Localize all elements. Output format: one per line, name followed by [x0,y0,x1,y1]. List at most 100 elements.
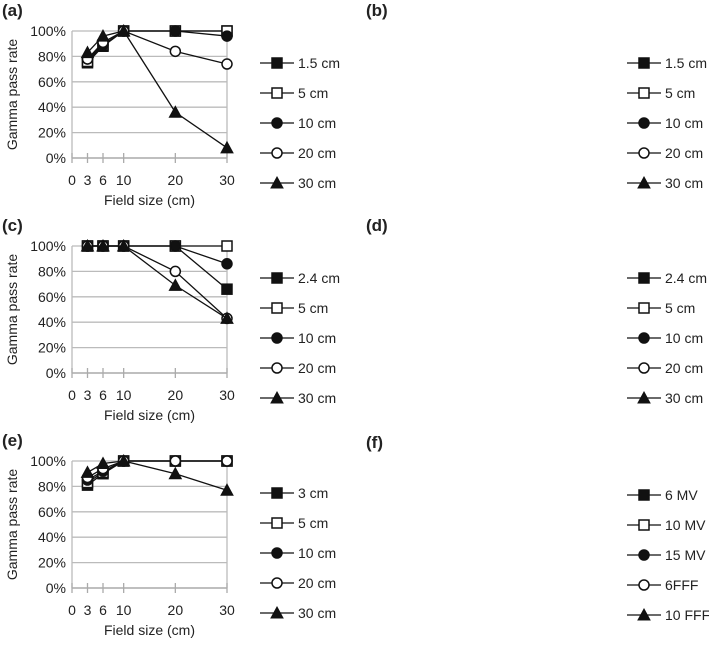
legend-entry: 15 MV [627,547,706,563]
legend-label: 20 cm [665,360,703,376]
x-axis-label: Field size (cm) [104,192,195,208]
x-tick-label: 6 [99,172,107,188]
legend-entry: 20 cm [627,360,703,376]
data-point [221,58,233,70]
legend-label: 10 cm [298,115,336,131]
legend-label: 10 cm [665,115,703,131]
series-20-cm [81,240,233,325]
legend-label: 6FFF [665,577,698,593]
legend-marker [638,549,650,561]
legend-label: 5 cm [665,85,695,101]
x-tick-label: 0 [68,387,76,403]
legend-marker [271,117,283,129]
legend-label: 30 cm [665,175,703,191]
data-point [221,455,233,467]
legend-label: 3 cm [298,485,328,501]
data-point [220,311,234,324]
data-point [220,140,234,154]
legend-entry: 2.4 cm [627,270,707,286]
series-30-cm [80,453,234,496]
legend-marker [270,390,284,404]
x-tick-label: 6 [99,387,107,403]
data-point [116,238,131,252]
series-30-cm [80,238,234,324]
legend-entry: 30 cm [260,175,336,191]
legend-marker [271,332,283,344]
y-tick-label: 60% [38,289,66,305]
legend-label: 20 cm [298,145,336,161]
x-tick-label: 0 [68,602,76,618]
data-point [116,453,131,467]
legend-marker [270,605,284,619]
y-tick-label: 80% [38,48,66,64]
y-axis-label: Gamma pass rate [4,254,20,365]
x-tick-label: 20 [168,602,184,618]
chart-panel: (a) 0% 20% 40% 60% 80% 100% 0 3 6 10 20 30 Field size… [2,1,340,208]
x-tick-label: 10 [116,387,132,403]
legend-entry: 5 cm [627,300,695,316]
data-point [96,29,110,42]
legend-label: 10 cm [298,545,336,561]
legend-marker [638,362,650,374]
legend-marker [637,390,651,404]
legend-marker [638,519,650,531]
panel-label: (d) [366,216,388,235]
y-tick-label: 20% [38,555,66,571]
chart-panel: (e) 0% 20% 40% 60% 80% 100% 0 3 6 10 20 30 Field size… [2,431,336,638]
legend-label: 30 cm [298,605,336,621]
legend-marker [271,57,283,69]
panel-label: (e) [2,431,23,450]
data-point [80,465,95,478]
data-point [80,45,95,59]
x-tick-label: 10 [116,602,132,618]
series-20-cm [81,25,233,70]
data-point [221,30,233,42]
legend-marker [638,332,650,344]
panel-label: (f) [366,433,383,452]
legend-marker [638,57,650,69]
y-tick-label: 20% [38,340,66,356]
legend-entry: 20 cm [260,360,336,376]
legend-marker [638,579,650,591]
legend-entry: 20 cm [627,145,703,161]
data-point [169,240,182,252]
legend-label: 1.5 cm [298,55,340,71]
legend-entry: 5 cm [627,85,695,101]
x-tick-label: 3 [84,172,92,188]
legend-marker [638,87,650,99]
y-tick-label: 60% [38,74,66,90]
legend-label: 5 cm [665,300,695,316]
legend-marker [638,302,650,314]
x-tick-label: 20 [168,387,184,403]
legend-entry: 6FFF [627,577,698,593]
legend-label: 10 MV [665,517,706,533]
x-tick-label: 30 [219,172,235,188]
legend-entry: 1.5 cm [627,55,707,71]
legend-entry: 5 cm [260,300,328,316]
data-point [168,278,183,291]
legend-marker [271,362,283,374]
series-line [87,245,228,290]
legend-entry: 3 cm [260,485,328,501]
x-tick-label: 6 [99,602,107,618]
x-axis-label: Field size (cm) [104,622,195,638]
y-tick-label: 80% [38,263,66,279]
data-point [116,23,131,37]
legend-label: 6 MV [665,487,698,503]
legend-entry: 30 cm [260,605,336,621]
y-tick-label: 100% [30,453,66,469]
legend-label: 10 FFF [665,607,709,623]
legend-marker [271,487,283,499]
legend-marker [271,517,283,529]
legend-marker [638,117,650,129]
legend-entry: 5 cm [260,85,328,101]
y-tick-label: 80% [38,478,66,494]
legend-label: 15 MV [665,547,706,563]
y-axis-label: Gamma pass rate [4,39,20,150]
y-tick-label: 0% [46,580,66,596]
y-tick-label: 0% [46,150,66,166]
legend-label: 1.5 cm [665,55,707,71]
legend-label: 30 cm [298,175,336,191]
legend-entry: 10 FFF [627,607,709,623]
